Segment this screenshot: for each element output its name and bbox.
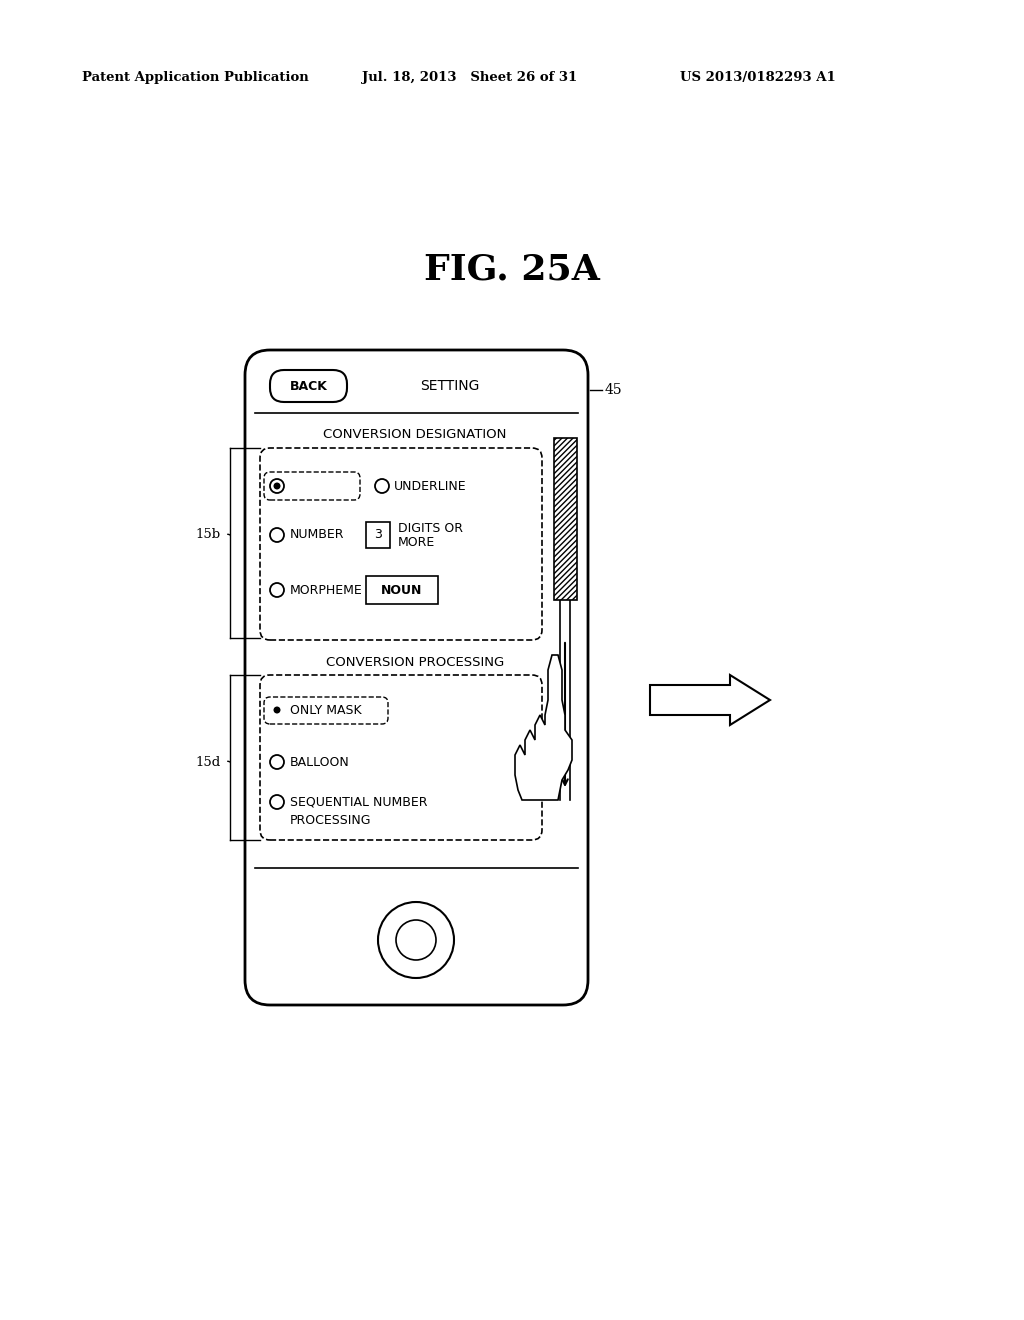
Text: BALLOON: BALLOON bbox=[290, 755, 350, 768]
FancyBboxPatch shape bbox=[245, 350, 588, 1005]
Polygon shape bbox=[515, 655, 572, 800]
Text: CONVERSION PROCESSING: CONVERSION PROCESSING bbox=[326, 656, 504, 668]
Text: CONVERSION DESIGNATION: CONVERSION DESIGNATION bbox=[324, 429, 507, 441]
Circle shape bbox=[273, 706, 281, 714]
Text: BACK: BACK bbox=[290, 380, 328, 392]
Text: MARKER: MARKER bbox=[290, 479, 343, 492]
Circle shape bbox=[273, 483, 281, 490]
Text: 15d: 15d bbox=[195, 755, 220, 768]
Text: UNDERLINE: UNDERLINE bbox=[394, 479, 467, 492]
Text: SETTING: SETTING bbox=[420, 379, 479, 393]
FancyBboxPatch shape bbox=[260, 447, 542, 640]
Text: MORE: MORE bbox=[398, 536, 435, 549]
Text: DIGITS OR: DIGITS OR bbox=[398, 521, 463, 535]
Bar bbox=[554, 438, 577, 601]
Text: FIG. 25A: FIG. 25A bbox=[424, 253, 600, 286]
FancyBboxPatch shape bbox=[270, 370, 347, 403]
FancyBboxPatch shape bbox=[260, 675, 542, 840]
Text: MORPHEME: MORPHEME bbox=[290, 583, 362, 597]
Text: NOUN: NOUN bbox=[381, 583, 423, 597]
Text: PROCESSING: PROCESSING bbox=[290, 813, 372, 826]
Text: ONLY MASK: ONLY MASK bbox=[290, 704, 361, 717]
Text: SEQUENTIAL NUMBER: SEQUENTIAL NUMBER bbox=[290, 796, 427, 808]
Text: 15b: 15b bbox=[195, 528, 220, 541]
Text: 45: 45 bbox=[605, 383, 623, 397]
Text: NUMBER: NUMBER bbox=[290, 528, 344, 541]
FancyArrow shape bbox=[650, 675, 770, 725]
Text: US 2013/0182293 A1: US 2013/0182293 A1 bbox=[680, 71, 836, 84]
FancyBboxPatch shape bbox=[264, 697, 388, 723]
Bar bbox=[366, 521, 390, 548]
Bar bbox=[366, 576, 438, 605]
Text: Patent Application Publication: Patent Application Publication bbox=[82, 71, 309, 84]
Text: Jul. 18, 2013   Sheet 26 of 31: Jul. 18, 2013 Sheet 26 of 31 bbox=[362, 71, 578, 84]
FancyBboxPatch shape bbox=[264, 473, 360, 500]
Text: 3: 3 bbox=[374, 528, 382, 541]
